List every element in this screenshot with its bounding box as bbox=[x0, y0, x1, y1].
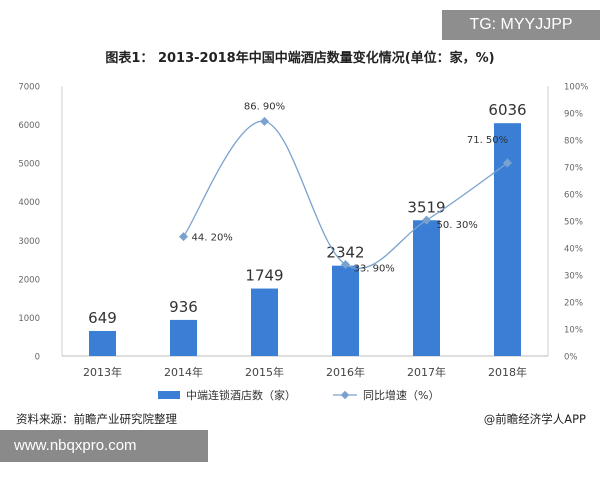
bar bbox=[332, 265, 359, 356]
x-tick-label: 2014年 bbox=[164, 365, 203, 379]
bar-value-label: 2342 bbox=[326, 244, 364, 262]
x-tick-label: 2018年 bbox=[488, 365, 527, 379]
y-right-tick-label: 60% bbox=[564, 191, 583, 201]
y-left-tick-label: 7000 bbox=[18, 83, 40, 93]
bar bbox=[251, 288, 278, 356]
growth-value-label: 86. 90% bbox=[244, 101, 285, 112]
growth-value-label: 50. 30% bbox=[437, 220, 478, 231]
y-left-tick-label: 4000 bbox=[18, 198, 40, 208]
x-tick-label: 2017年 bbox=[407, 365, 446, 379]
y-left-tick-label: 5000 bbox=[18, 160, 40, 170]
x-tick-label: 2015年 bbox=[245, 365, 284, 379]
growth-value-label: 33. 90% bbox=[354, 263, 395, 274]
bar-value-label: 3519 bbox=[407, 198, 445, 216]
y-right-tick-label: 40% bbox=[564, 245, 583, 255]
y-right-tick-label: 90% bbox=[564, 110, 583, 120]
y-left-tick-label: 3000 bbox=[18, 237, 40, 247]
growth-point bbox=[178, 232, 189, 242]
y-right-tick-label: 50% bbox=[564, 218, 583, 228]
y-left-tick-label: 6000 bbox=[18, 121, 40, 131]
y-left-tick-label: 2000 bbox=[18, 275, 40, 285]
legend-line-marker bbox=[340, 390, 350, 400]
bar bbox=[494, 123, 521, 356]
y-right-tick-label: 70% bbox=[564, 164, 583, 174]
legend-bar-swatch bbox=[158, 391, 180, 399]
growth-point bbox=[259, 116, 270, 126]
y-right-tick-label: 100% bbox=[564, 83, 588, 93]
growth-line bbox=[182, 120, 508, 270]
y-left-tick-label: 0 bbox=[35, 353, 40, 363]
bar-value-label: 6036 bbox=[488, 101, 526, 119]
x-tick-label: 2016年 bbox=[326, 365, 365, 379]
growth-value-label: 71. 50% bbox=[467, 135, 508, 146]
chart-title: 图表1： 2013-2018年中国中端酒店数量变化情况(单位：家，%) bbox=[105, 51, 495, 66]
y-left-tick-label: 1000 bbox=[18, 314, 40, 324]
y-right-tick-label: 10% bbox=[564, 326, 583, 336]
legend-line-label: 同比增速（%） bbox=[363, 388, 439, 402]
y-right-tick-label: 30% bbox=[564, 272, 583, 282]
bar-value-label: 936 bbox=[169, 298, 198, 316]
y-right-tick-label: 0% bbox=[564, 353, 578, 363]
y-right-tick-label: 80% bbox=[564, 137, 583, 147]
legend-bar-label: 中端连锁酒店数（家） bbox=[186, 388, 296, 402]
bar-value-label: 1749 bbox=[245, 267, 283, 285]
bar bbox=[170, 319, 197, 356]
bar-value-label: 649 bbox=[88, 309, 117, 327]
brand-note: @前瞻经济学人APP bbox=[483, 412, 586, 426]
bar bbox=[89, 330, 116, 356]
bar bbox=[413, 220, 440, 356]
url-banner: www.nbqxpro.com bbox=[0, 430, 208, 462]
growth-value-label: 44. 20% bbox=[192, 233, 233, 244]
x-tick-label: 2013年 bbox=[83, 365, 122, 379]
y-right-tick-label: 20% bbox=[564, 299, 583, 309]
tag-badge: TG: MYYJJPP bbox=[442, 10, 600, 40]
source-note: 资料来源：前瞻产业研究院整理 bbox=[16, 412, 177, 426]
